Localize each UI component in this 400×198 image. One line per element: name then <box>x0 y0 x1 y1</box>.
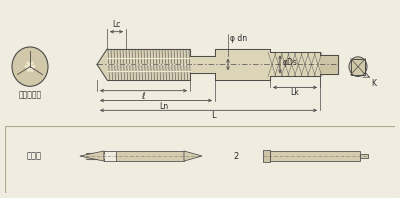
Polygon shape <box>360 154 368 158</box>
Text: K: K <box>371 79 376 88</box>
Polygon shape <box>270 52 320 76</box>
Text: Ln: Ln <box>160 102 168 111</box>
Bar <box>351 59 365 75</box>
Text: φDs: φDs <box>283 58 298 67</box>
Text: L: L <box>211 111 216 120</box>
Circle shape <box>12 47 48 86</box>
Polygon shape <box>107 49 190 80</box>
Circle shape <box>349 57 367 76</box>
Polygon shape <box>184 151 202 161</box>
Polygon shape <box>263 150 270 162</box>
Polygon shape <box>190 56 215 73</box>
Text: 切削タップ: 切削タップ <box>18 91 42 100</box>
Text: ℓ: ℓ <box>142 92 145 101</box>
Polygon shape <box>215 49 270 80</box>
Text: φ dn: φ dn <box>230 34 247 43</box>
Text: Lc: Lc <box>112 21 121 30</box>
Polygon shape <box>80 151 104 161</box>
Polygon shape <box>116 151 184 161</box>
Polygon shape <box>270 151 360 161</box>
Polygon shape <box>86 153 104 159</box>
Polygon shape <box>320 55 338 74</box>
Text: 形式１: 形式１ <box>27 151 42 161</box>
Text: Lk: Lk <box>291 89 299 97</box>
Polygon shape <box>97 49 107 80</box>
Text: 2: 2 <box>233 151 238 161</box>
